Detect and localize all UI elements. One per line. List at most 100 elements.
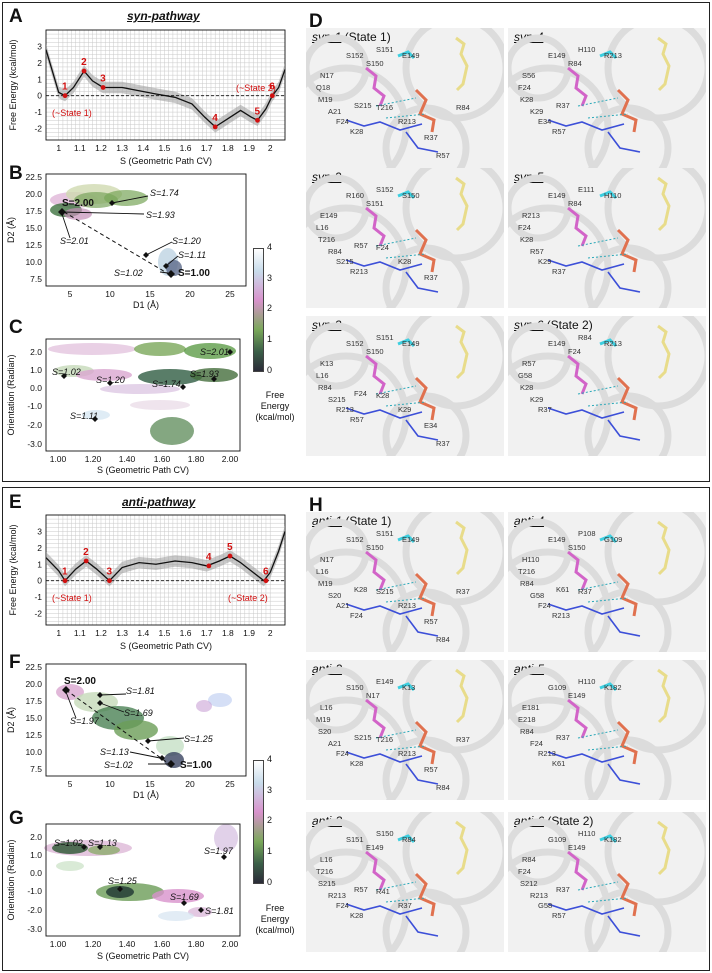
syn-energy-point-label-3: 3: [100, 73, 106, 84]
residue-label: R37: [538, 405, 552, 414]
residue-label: R213: [604, 339, 622, 348]
residue-label: R57: [350, 415, 364, 424]
anti-d1d2-path: [65, 689, 173, 767]
syn-d1d2-label-s200: S=2.00: [62, 198, 94, 209]
syn-energy-point-label-6: 6: [269, 82, 275, 93]
svg-text:-3.0: -3.0: [27, 439, 42, 449]
anti-orient-markers: [81, 844, 227, 913]
syn-energy-xtick: 1.1: [74, 143, 86, 153]
residue-label: S152: [346, 51, 364, 60]
anti-energy-point-label-1: 1: [62, 567, 68, 578]
syn-d1d2-plot: S=2.00 S=1.74 S=1.93 S=2.01 S=1.20 S=1.1…: [6, 172, 247, 310]
anti-d1d2-xticks: 5 10 15 20 25: [68, 779, 235, 789]
residue-label: K29: [538, 257, 551, 266]
residue-label: L16: [320, 855, 333, 864]
syn-d1d2-leaders: [61, 195, 179, 274]
anti-d1d2-yticks: 22.5 20.0 17.5 15.0 12.5 10.0 7.5: [25, 662, 42, 774]
svg-text:10.0: 10.0: [25, 747, 42, 757]
anti-energy-axes: [45, 514, 286, 626]
svg-text:15: 15: [145, 289, 155, 299]
residue-label: G58: [518, 371, 532, 380]
syn-orient-plot: S=1.02 S=1.20 S=1.74 S=1.93 S=2.01 S=1.1…: [6, 338, 241, 475]
structure-panel-syn-4: syn-4 E149 H110 R84 R213 S56 F24 K28 K29 E34 R57 R3…: [508, 28, 706, 168]
residue-label: K28: [350, 911, 363, 920]
syn-d1d2-axes: [45, 173, 247, 287]
syn-energy-point-5: [255, 117, 260, 123]
syn-energy-point-2: [81, 68, 87, 74]
residue-label: R57: [354, 241, 368, 250]
syn-cbar-tick-3: 3: [267, 273, 273, 283]
residue-label: K61: [552, 759, 565, 768]
residue-label: K13: [402, 683, 415, 692]
residue-label: L16: [316, 371, 329, 380]
anti-orient-xlabel: S (Geometric Path CV): [97, 951, 189, 961]
residue-label: R213: [398, 749, 416, 758]
residue-label: A21: [328, 107, 341, 116]
anti-energy-xtick: 1.1: [74, 628, 86, 638]
svg-text:1.80: 1.80: [188, 939, 205, 949]
anti-d1d2-xlabel: D1 (Å): [133, 790, 159, 800]
residue-label: R84: [402, 835, 416, 844]
residue-label: R84: [520, 579, 534, 588]
residue-label: L16: [316, 567, 329, 576]
residue-label: H110: [578, 45, 595, 54]
residue-label: N17: [320, 71, 334, 80]
syn-orient-axes: [45, 338, 241, 452]
svg-text:25: 25: [225, 779, 235, 789]
syn-orient-label-s111: S=1.11: [70, 411, 98, 421]
svg-text:1.40: 1.40: [119, 939, 136, 949]
syn-title: syn-pathway: [127, 9, 200, 23]
svg-text:1.00: 1.00: [50, 454, 67, 464]
anti-energy-xtick: 1.8: [222, 628, 234, 638]
residue-label: E149: [548, 191, 566, 200]
anti-energy-xticks: 1 1.1 1.2 1.3 1.4 1.5 1.6 1.7 1.8 1.9 2: [56, 628, 273, 638]
anti-d1d2-plot: S=2.00 S=1.81 S=1.69 S=1.97 S=1.25 S=1.1…: [6, 662, 247, 800]
syn-orient-yticks: 2.0 1.0 0.0 -1.0 -2.0 -3.0: [27, 347, 42, 449]
residue-label: R37: [556, 885, 570, 894]
residue-label: K28: [350, 759, 363, 768]
anti-energy-xtick: 1.9: [243, 628, 255, 638]
anti-d1d2-label-s100: S=1.00: [180, 760, 212, 771]
structure-panel-syn-5: syn-5 E149 E111 R84 H110 R213 F24 K28 R57 K29 R37: [508, 168, 706, 308]
anti-energy-point-5: [227, 553, 233, 559]
syn-d1d2-xlabel: D1 (Å): [133, 300, 159, 310]
svg-text:-1.0: -1.0: [27, 886, 42, 896]
anti-d1d2-leaders: [65, 691, 185, 765]
syn-energy-ytick: -1: [34, 107, 42, 117]
anti-d1d2-label-s181: S=1.81: [126, 686, 155, 696]
syn-d1d2-label-s174: S=1.74: [150, 188, 179, 198]
residue-label: S150: [568, 543, 586, 552]
residue-label: R213: [530, 891, 548, 900]
residue-label: E149: [366, 843, 384, 852]
anti-orient-density: [44, 824, 238, 921]
residue-label: R213: [538, 749, 556, 758]
panel-letter-h: H: [309, 495, 323, 516]
residue-label: F24: [350, 611, 363, 620]
residue-label: S151: [376, 45, 394, 54]
anti-d1d2-label-s102: S=1.02: [104, 760, 133, 770]
residue-label: S215: [318, 879, 336, 888]
residue-label: H110: [578, 829, 595, 838]
residue-label: K28: [520, 383, 533, 392]
syn-cbar-tick-2: 2: [267, 303, 273, 313]
syn-d1d2-label-s102: S=1.02: [114, 268, 143, 278]
anti-energy-xtick: 1.3: [116, 628, 128, 638]
svg-text:17.5: 17.5: [25, 206, 42, 216]
anti-d1d2-axes: [45, 663, 247, 777]
residue-label: R84: [568, 59, 582, 68]
anti-cbar-label-1: Free: [265, 903, 285, 913]
panel-letter-b: B: [9, 163, 23, 184]
anti-energy-point-label-4: 4: [206, 552, 212, 563]
anti-energy-point-label-5: 5: [227, 542, 233, 553]
syn-energy-xtick: 1.3: [116, 143, 128, 153]
syn-orient-xticks: 1.00 1.20 1.40 1.60 1.80 2.00: [50, 454, 239, 464]
syn-cbar-label-1: Free: [265, 390, 285, 400]
syn-energy-xtick: 1.8: [222, 143, 234, 153]
residue-label: S20: [318, 727, 331, 736]
residue-label: A21: [336, 601, 349, 610]
syn-cbar-tick-0: 0: [267, 365, 273, 375]
svg-text:-2.0: -2.0: [27, 905, 42, 915]
svg-text:10: 10: [105, 289, 115, 299]
